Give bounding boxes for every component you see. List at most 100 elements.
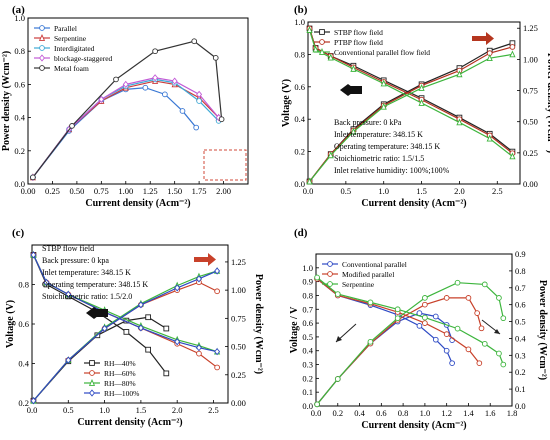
legend-swatch-marker [38,34,46,41]
annotation-line: Operating temperature: 348.15 K [42,280,148,289]
y-tick-label: 0.0 [302,401,313,411]
voltage-point [422,314,428,321]
legend-entry: Interdigitated [54,44,95,53]
legend-swatch-marker [319,29,325,35]
voltage-line [316,278,480,364]
y-right-tick-label: 0.3 [515,350,526,360]
y-tick-label: 0.2 [294,147,305,157]
legend-swatch-marker [89,370,95,376]
legend-entry: RH—40% [104,359,136,368]
power-point [214,288,220,295]
power-point [481,281,488,288]
pointer-arrow-icon [336,336,342,342]
power-point [145,314,151,321]
series-1 [29,77,222,181]
series-0 [30,84,200,181]
annotation-line: Back pressure: 0 kpa [42,256,109,265]
voltage-point [214,364,220,371]
y-axis-label: Power density (Wcm⁻²) [1,51,12,151]
power-point [214,267,221,275]
y-right-tick-label: 1.25 [523,23,538,33]
power-point [65,356,72,364]
plot-frame [315,253,513,407]
legend-swatch-marker [327,261,333,267]
panel-d: (d)0.0 0.2 0.4 0.6 0.8 1.0 1.2 1.4 1.6 1.80.00.10… [289,227,548,431]
voltage-point [123,329,130,335]
x-tick-label: 2.00 [216,186,231,196]
power-point [474,310,481,316]
x-tick-label: 1.25 [143,186,158,196]
voltage-point [334,291,341,297]
voltage-point [465,346,472,353]
legend-entry: Serpentine [54,34,87,43]
y-right-tick-label: 0.25 [231,370,246,380]
voltage-point [65,290,72,298]
legend-swatch-marker [39,45,45,51]
annotation-line: Inlet relative humidity: 100%;100% [334,166,450,175]
y-tick-label: 0.3 [302,360,313,370]
y-tick-label: 0.6 [14,79,25,89]
y-tick-label: 0.8 [18,280,29,290]
power-point [418,84,425,91]
power-point [162,91,168,98]
voltage-point [394,306,401,313]
legend-entry: RH—60% [104,369,136,378]
series-2 [306,26,516,185]
y-right-tick-label: 0.0 [515,401,526,411]
y-tick-label: 0.9 [302,277,313,287]
legend-entry: Modified parallel [342,270,394,279]
y-right-tick-label: 0.00 [523,179,538,189]
y-right-tick-label: 0.00 [231,398,246,408]
x-tick-label: 0.75 [94,186,109,196]
y-right-tick-label: 0.6 [515,300,526,310]
power-point [196,98,202,104]
voltage-point [350,64,357,72]
voltage-point [416,323,423,329]
power-point [443,295,450,301]
power-point [478,325,485,332]
annotation-line: Operating temperature: 348.15 K [334,142,440,151]
plot-frame [27,17,249,185]
voltage-point [476,360,483,367]
voltage-point [422,320,428,326]
y-right-axis-label: Power density (Wcm⁻²) [537,280,548,380]
power-line [309,46,513,182]
annotation-block: Back pressure: 0 kPa Inlet temperature: 3… [334,118,450,175]
y-right-tick-label: 0.8 [515,266,526,276]
y-right-tick-label: 0.25 [523,148,538,158]
y-tick-label: 0.0 [294,179,305,189]
x-axis-label: Current density (Acm⁻²) [361,198,466,209]
legend-entry: blockage-staggered [54,54,113,63]
series-4 [30,38,225,181]
x-tick-label: 1.0 [420,408,431,418]
x-tick-label: 0.5 [341,186,352,196]
power-point [30,174,36,181]
power-point [509,44,516,50]
legend-swatch-marker [327,281,333,287]
x-tick-label: 0.8 [398,408,409,418]
inset-box [203,149,247,181]
power-point [152,74,159,82]
series-2 [30,76,222,181]
legend-swatch-marker [327,271,333,277]
x-tick-label: 0.25 [45,186,60,196]
pointer-arrow-icon [494,329,500,334]
voltage-point [43,278,50,287]
power-point [98,95,105,103]
y-tick-label: 0.6 [302,318,313,328]
x-tick-label: 1.2 [441,408,452,418]
legend: ParallelSerpentineInterdigitatedblockage… [34,24,113,73]
power-point [350,127,357,135]
y-tick-label: 0.4 [18,359,29,369]
voltage-point [443,331,450,337]
y-tick-label: 0.2 [14,146,25,156]
power-point [314,401,320,408]
left-arrow-icon [348,86,362,94]
x-axis-label: Current density (Acm⁻²) [361,420,466,431]
series-2 [314,274,507,408]
power-point [509,50,516,58]
voltage-point [137,324,144,332]
power-point [422,295,428,301]
